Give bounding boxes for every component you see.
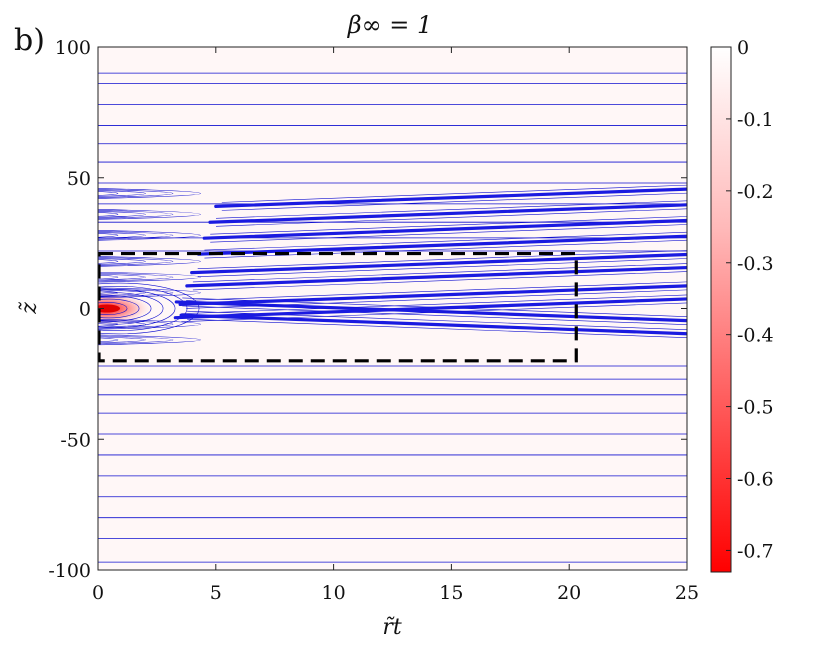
wave-band — [185, 265, 687, 288]
wave-band — [208, 203, 687, 224]
x-tick-label: 5 — [210, 582, 222, 604]
wave-band-contour — [186, 281, 687, 301]
wave-band-contour — [221, 192, 687, 211]
wave-band-contour — [192, 263, 687, 283]
near-field-contour — [98, 320, 146, 328]
wave-band-contour — [221, 184, 687, 203]
colorbar-tick-label: -0.6 — [737, 469, 774, 491]
wave-band-contour — [216, 208, 687, 227]
wave-band — [178, 284, 687, 307]
y-tick-label: 0 — [79, 299, 91, 321]
wave-band — [214, 187, 687, 208]
wave-band-contour — [204, 231, 687, 251]
colorbar-tick-label: 0 — [737, 37, 749, 59]
wave-band-contour — [192, 271, 687, 291]
colorbar-tick-label: -0.5 — [737, 397, 774, 419]
plot-area — [98, 72, 687, 563]
near-field-contour — [98, 259, 119, 264]
peak-hotspot — [98, 291, 154, 326]
panel-label: b) — [14, 23, 45, 58]
contour-loop — [98, 295, 152, 322]
wave-band-contour — [197, 250, 687, 269]
near-field-contour — [98, 336, 146, 344]
chart-title: β∞ = 1 — [347, 11, 433, 39]
colorbar — [710, 46, 732, 573]
peak-core — [98, 304, 121, 313]
contour-loop — [98, 302, 128, 315]
near-field-contour — [98, 290, 119, 296]
wave-band — [202, 218, 687, 240]
colorbar-ticks: 0 -0.1 -0.2 -0.3 -0.4 -0.5 -0.6 -0.7 — [726, 37, 774, 562]
near-field-contour — [98, 232, 119, 238]
near-field-contour — [98, 191, 119, 196]
colorbar-tick-label: -0.2 — [737, 181, 774, 203]
wave-band-contour — [210, 224, 687, 243]
colorbar-tick-label: -0.1 — [737, 109, 774, 131]
wave-band-contour — [197, 258, 687, 277]
near-field-contour — [98, 289, 146, 297]
y-axis-label: z̃ — [17, 301, 42, 314]
near-field-contour — [98, 231, 146, 239]
wave-band-contour — [181, 294, 687, 314]
wave-band-contour — [216, 200, 687, 219]
wave-band-contour — [187, 318, 687, 339]
x-axis-label: r̃t — [382, 615, 402, 640]
colorbar-tick-label: -0.3 — [737, 253, 774, 275]
near-field-contour — [98, 337, 119, 343]
near-field-contour — [98, 321, 119, 327]
y-tick-label: 50 — [67, 168, 91, 190]
axis-ticks: 0 5 10 15 20 25 -100 -50 0 50 100 — [48, 37, 699, 604]
y-tick-label: 100 — [55, 37, 91, 59]
near-field-contour — [98, 274, 119, 280]
wave-band — [196, 234, 687, 256]
x-tick-label: 10 — [322, 582, 346, 604]
near-field-contour — [98, 273, 146, 281]
wave-band — [173, 297, 687, 320]
y-tick-label: -50 — [60, 429, 91, 451]
near-field-contour — [98, 190, 146, 197]
contour-loop — [98, 282, 200, 335]
wave-band-contour — [182, 305, 687, 325]
x-tick-label: 25 — [675, 582, 699, 604]
wave-band-contour — [186, 289, 687, 309]
x-tick-label: 0 — [92, 582, 104, 604]
wave-band — [190, 252, 687, 275]
near-field-contour — [98, 258, 146, 265]
x-tick-label: 15 — [439, 582, 463, 604]
near-field-contour — [98, 211, 146, 218]
contour-loop — [98, 292, 164, 325]
y-tick-label: -100 — [48, 560, 91, 582]
x-tick-label: 20 — [557, 582, 581, 604]
contour-loop — [98, 298, 140, 319]
colorbar-tick-label: -0.7 — [737, 540, 774, 562]
wave-band-contour — [181, 302, 687, 322]
dashed-box — [98, 251, 578, 363]
wave-band-contour — [210, 216, 687, 235]
near-field-contour — [98, 212, 119, 217]
colorbar-tick-label: -0.4 — [737, 325, 774, 347]
wave-band — [174, 300, 687, 323]
